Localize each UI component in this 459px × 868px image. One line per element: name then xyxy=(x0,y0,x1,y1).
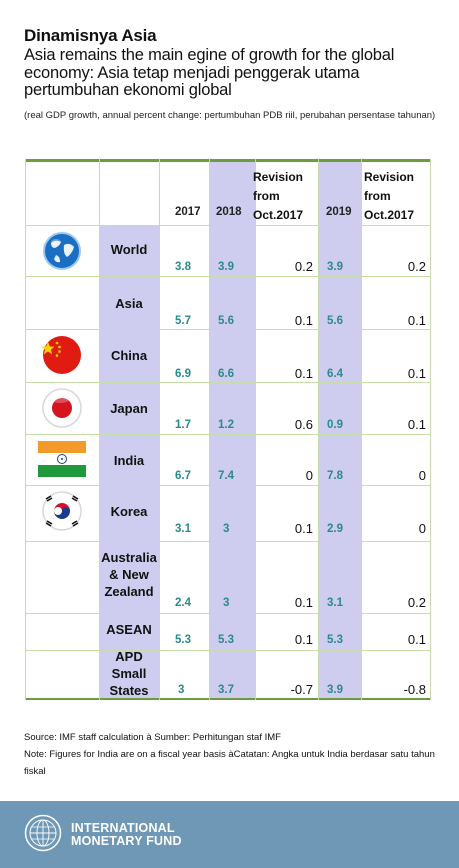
revision-2018: 0.2 xyxy=(294,259,313,274)
value-2017: 3.8 xyxy=(175,261,191,273)
value-2018: 3.7 xyxy=(218,684,234,696)
value-2018: 6.6 xyxy=(218,368,234,380)
value-2017: 3 xyxy=(178,684,185,696)
row-label-australia-nz-line1: Australia xyxy=(101,550,157,565)
header-revision-2018: Revision from Oct.2017 xyxy=(253,168,303,225)
korea-flag-icon xyxy=(42,491,82,531)
value-2019: 5.6 xyxy=(327,315,343,327)
revision-2018: 0.6 xyxy=(294,417,313,432)
row-label-apd-line3: States xyxy=(109,683,149,698)
value-2018: 3 xyxy=(223,523,230,535)
value-2017: 3.1 xyxy=(175,523,191,535)
header-revision-2018-line2: from xyxy=(253,189,280,203)
value-2017: 5.3 xyxy=(175,634,191,646)
revision-2018: -0.7 xyxy=(290,682,313,697)
revision-2019: 0.1 xyxy=(407,632,426,647)
value-2019: 7.8 xyxy=(327,470,343,482)
revision-2018: 0.1 xyxy=(294,632,313,647)
value-2017: 2.4 xyxy=(175,597,191,609)
value-2018: 3.9 xyxy=(218,261,234,273)
value-2018: 7.4 xyxy=(218,470,234,482)
header-revision-2018-line3: Oct.2017 xyxy=(253,208,304,222)
revision-2019: 0 xyxy=(418,468,426,483)
imf-wordmark-line1: INTERNATIONAL xyxy=(71,821,175,835)
india-note: Note: Figures for India are on a fiscal … xyxy=(24,749,435,777)
page-title: Dinamisnya Asia xyxy=(24,26,157,45)
value-2017: 6.9 xyxy=(175,368,191,380)
row-label-world: World xyxy=(110,242,148,257)
value-2019: 3.9 xyxy=(327,261,343,273)
growth-table: 2017 2018 Revision from Oct.2017 2019 Re… xyxy=(25,159,431,700)
value-2017: 6.7 xyxy=(175,470,191,482)
units-note: (real GDP growth, annual percent change:… xyxy=(24,110,436,121)
footnotes: Source: IMF staff calculation à Sumber: … xyxy=(24,729,444,780)
value-2019: 0.9 xyxy=(327,419,343,431)
footer-bar: INTERNATIONAL MONETARY FUND xyxy=(0,801,459,868)
revision-2019: 0.1 xyxy=(407,313,426,328)
row-label-china: China xyxy=(110,348,148,363)
value-2019: 3.9 xyxy=(327,684,343,696)
header-2018: 2018 xyxy=(216,206,242,218)
india-flag-icon xyxy=(38,441,86,477)
revision-2019: 0 xyxy=(418,521,426,536)
value-2019: 3.1 xyxy=(327,597,343,609)
revision-2019: 0.1 xyxy=(407,366,426,381)
header-revision-2019-line1: Revision xyxy=(364,170,415,184)
revision-2019: -0.8 xyxy=(403,682,426,697)
header-revision-2019-line2: from xyxy=(364,189,391,203)
row-label-korea: Korea xyxy=(110,504,148,519)
revision-2019: 0.1 xyxy=(407,417,426,432)
row-label-asia: Asia xyxy=(115,296,143,311)
header-revision-2018-line1: Revision xyxy=(253,170,304,184)
value-2019: 2.9 xyxy=(327,523,343,535)
revision-2018: 0.1 xyxy=(294,366,313,381)
value-2019: 5.3 xyxy=(327,634,343,646)
row-label-apd-line1: APD xyxy=(115,649,143,664)
row-label-japan: Japan xyxy=(110,401,148,416)
value-2017: 1.7 xyxy=(175,419,191,431)
row-label-india: India xyxy=(113,453,145,468)
revision-2018: 0.1 xyxy=(294,521,313,536)
header-2019: 2019 xyxy=(326,206,352,218)
row-label-asean: ASEAN xyxy=(106,622,152,637)
value-2018: 3 xyxy=(223,597,230,609)
revision-2018: 0.1 xyxy=(294,595,313,610)
header-revision-2019-line3: Oct.2017 xyxy=(364,208,415,222)
globe-icon xyxy=(43,232,81,270)
revision-2019: 0.2 xyxy=(407,595,426,610)
row-label-australia-nz-line3: Zealand xyxy=(104,584,154,599)
row-label-apd-line2: Small xyxy=(111,666,147,681)
header-revision-2019: Revision from Oct.2017 xyxy=(364,168,414,225)
value-2018: 5.6 xyxy=(218,315,234,327)
imf-wordmark-line2: MONETARY FUND xyxy=(71,834,182,848)
source-note: Source: IMF staff calculation à Sumber: … xyxy=(24,732,281,743)
header-2017: 2017 xyxy=(175,206,201,218)
value-2017: 5.7 xyxy=(175,315,191,327)
value-2018: 1.2 xyxy=(218,419,234,431)
revision-2019: 0.2 xyxy=(407,259,426,274)
value-2018: 5.3 xyxy=(218,634,234,646)
revision-2018: 0.1 xyxy=(294,313,313,328)
page-subtitle: Asia remains the main egine of growth fo… xyxy=(24,46,395,99)
china-flag-icon xyxy=(41,336,81,374)
japan-flag-icon xyxy=(42,388,82,428)
revision-2018: 0 xyxy=(305,468,313,483)
imf-wordmark: INTERNATIONAL MONETARY FUND xyxy=(71,822,182,848)
value-2019: 6.4 xyxy=(327,368,343,380)
row-label-australia-nz-line2: & New xyxy=(109,567,149,582)
imf-seal-icon xyxy=(24,814,62,852)
